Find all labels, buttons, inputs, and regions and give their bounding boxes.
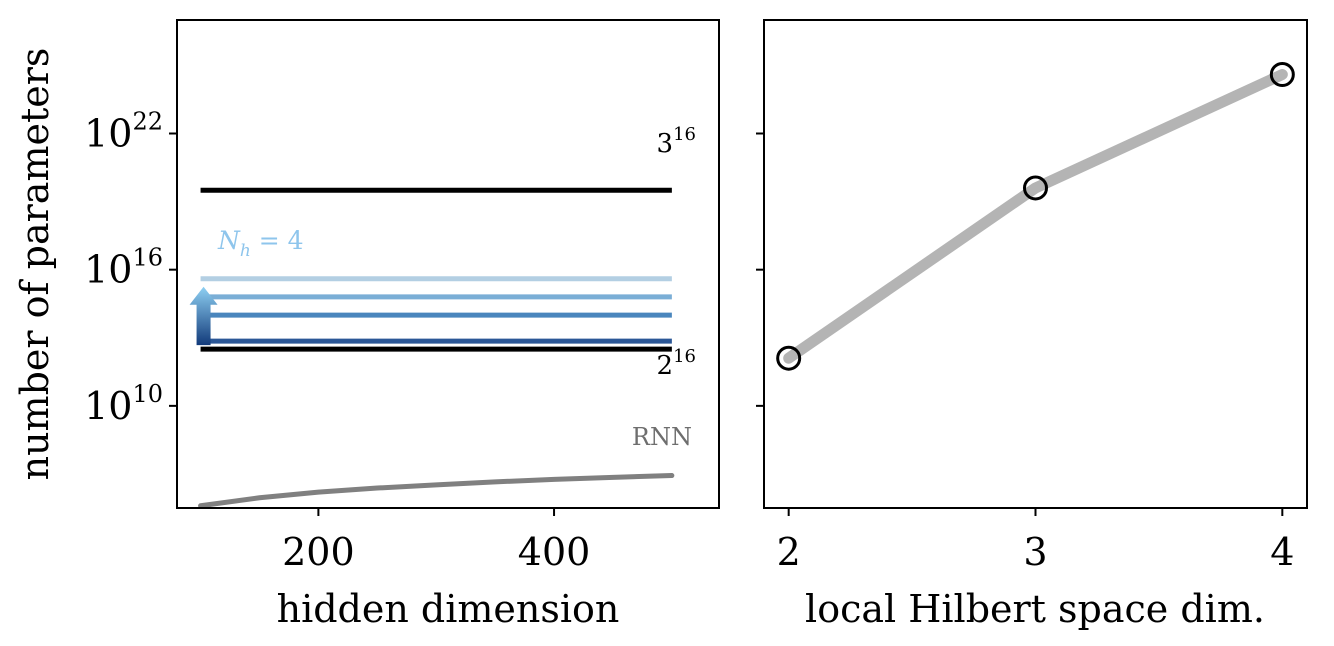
right-x-tick-label-2: 4 xyxy=(1270,530,1294,574)
right-panel: 2 3 4 local Hilbert space dim. xyxy=(756,19,1308,631)
y-tick-label-0: 1010 xyxy=(84,380,163,428)
rnn-line xyxy=(198,473,675,509)
right-y-ticks xyxy=(756,132,764,407)
left-x-ticks: 200 400 xyxy=(282,508,590,574)
ref-line-3-16-label: 316 xyxy=(657,124,696,159)
left-axes-frame xyxy=(176,19,720,509)
left-x-tick-label-0: 200 xyxy=(282,530,355,574)
y-tick-label-1: 1016 xyxy=(84,244,163,292)
y-tick-label-2: 1022 xyxy=(84,107,163,155)
right-axes-frame xyxy=(763,19,1308,509)
ref-line-2-16-label: 216 xyxy=(657,346,696,381)
right-x-tick-label-0: 2 xyxy=(777,530,801,574)
right-x-tick-label-1: 3 xyxy=(1023,530,1047,574)
right-x-axis-label: local Hilbert space dim. xyxy=(805,587,1265,631)
hilbert-line xyxy=(783,68,1288,364)
left-panel: 200 400 1010 1016 1022 316 216 RNN Nh = 4 h… xyxy=(13,19,720,631)
rnn-label: RNN xyxy=(632,423,692,451)
nh-arrow-label: Nh = 4 xyxy=(217,226,304,261)
left-y-ticks: 1010 1016 1022 xyxy=(84,107,177,428)
left-x-axis-label: hidden dimension xyxy=(277,587,620,631)
nh-arrow xyxy=(189,286,218,346)
left-x-tick-label-1: 400 xyxy=(518,530,591,574)
hilbert-point-0 xyxy=(776,345,802,371)
y-axis-label: number of parameters xyxy=(13,48,57,481)
hilbert-point-1 xyxy=(1023,175,1048,201)
hilbert-point-2 xyxy=(1269,61,1295,87)
right-plot-lines xyxy=(776,61,1295,371)
right-x-ticks: 2 3 4 xyxy=(777,508,1294,574)
left-plot-lines xyxy=(189,187,675,509)
